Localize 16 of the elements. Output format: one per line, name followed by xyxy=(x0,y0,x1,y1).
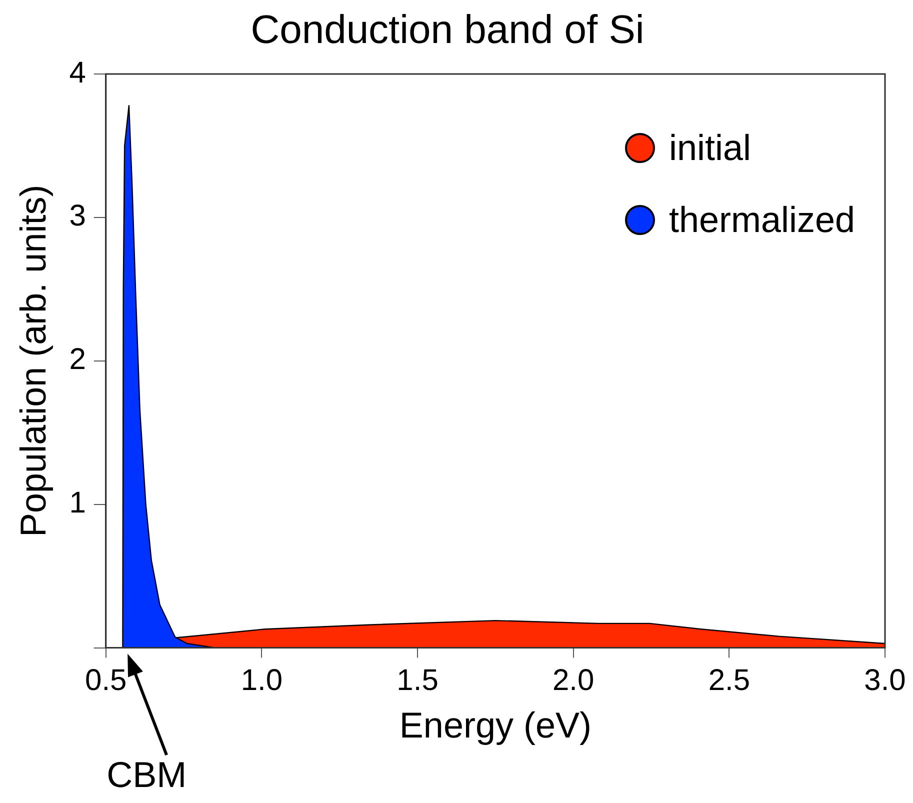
x-tick-label: 3.0 xyxy=(864,664,906,698)
x-tick-label: 2.0 xyxy=(552,664,594,698)
x-tick-label: 1.5 xyxy=(396,664,438,698)
y-axis-title: Population (arb. units) xyxy=(12,184,54,537)
legend-label: initial xyxy=(669,127,752,169)
annotation: CBM xyxy=(106,754,187,795)
chart-title: Conduction band of Si xyxy=(250,8,644,52)
x-tick-label: 1.0 xyxy=(240,664,283,698)
y-tick-label: 2 xyxy=(69,343,86,376)
y-tick-label: 3 xyxy=(69,200,86,233)
legend-label: thermalized xyxy=(669,199,856,241)
x-axis-title: Energy (eV) xyxy=(399,704,592,746)
y-tick-label: 4 xyxy=(69,56,86,90)
x-tick-label: 0.5 xyxy=(85,664,127,698)
x-tick-label: 2.5 xyxy=(708,664,750,698)
y-tick-label: 1 xyxy=(69,486,86,520)
